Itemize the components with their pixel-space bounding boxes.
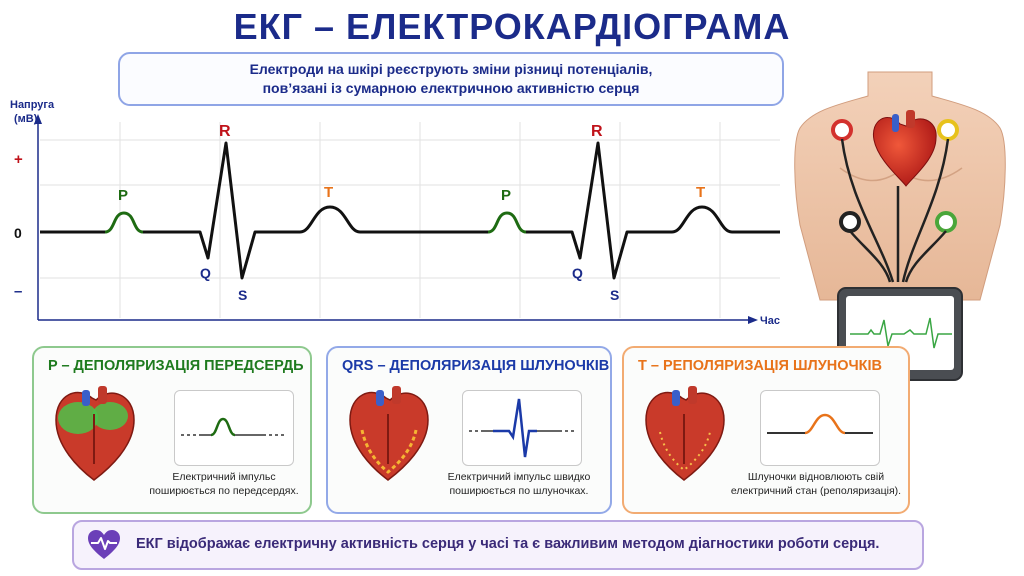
heart-pulse-icon (88, 530, 120, 559)
label-s-1: S (238, 287, 247, 303)
p-wave-2 (487, 211, 527, 234)
panel-t-desc-line-2: електричний стан (реполяризація). (730, 485, 902, 497)
label-s-2: S (610, 287, 619, 303)
label-q-1: Q (200, 265, 211, 281)
label-p-2: P (501, 187, 511, 204)
ecg-diagram: Напруга (мВ) + 0 – Час P R Q S T P R Q S… (10, 100, 780, 327)
y-axis-label-1: Напруга (10, 100, 55, 111)
label-r-2: R (591, 123, 603, 140)
heart-repolarization-icon (645, 386, 725, 481)
panel-qrs-complex: QRS – ДЕПОЛЯРИЗАЦІЯ ШЛУНОЧКІВ Електрични… (326, 346, 612, 514)
heart-icon (872, 110, 937, 187)
panel-qrs-desc-line-2: поширюється по шлуночках. (449, 485, 589, 497)
torso-illustration (794, 71, 1006, 381)
p-mini-trace (174, 390, 294, 466)
electrode-black-icon (839, 211, 861, 233)
qrs-mini-trace (462, 390, 582, 466)
p-wave-1 (104, 211, 144, 234)
y-axis-label-2: (мВ) (14, 113, 38, 125)
electrode-red-icon (831, 119, 853, 141)
heart-ventricles-icon (349, 386, 429, 481)
footer-note: ЕКГ відображає електричну активність сер… (72, 520, 924, 570)
electrode-wires (840, 138, 950, 283)
subtitle-box: Електроди на шкірі реєструють зміни різн… (118, 52, 784, 106)
label-r-1: R (219, 123, 231, 140)
y-zero-label: 0 (14, 225, 22, 241)
t-wave-2 (671, 205, 733, 234)
torso (794, 71, 1006, 301)
panel-t-desc-line-1: Шлуночки відновлюють свій (747, 471, 885, 483)
footer-text: ЕКГ відображає електричну активність сер… (136, 536, 880, 552)
panel-qrs-desc: Електричний імпульс швидко поширюється п… (428, 470, 610, 498)
t-wave-1 (299, 205, 361, 234)
y-axis-arrow (34, 114, 42, 124)
y-minus-label: – (14, 283, 22, 300)
panel-p-desc-line-1: Електричний імпульс (172, 471, 276, 483)
panel-t-title: T – РЕПОЛЯРИЗАЦІЯ ШЛУНОЧКІВ (638, 358, 883, 374)
x-axis-label: Час (760, 315, 780, 327)
electrode-green-icon (935, 211, 957, 233)
grid (40, 122, 780, 318)
subtitle-line-1: Електроди на шкірі реєструють зміни різн… (249, 61, 653, 77)
label-q-2: Q (572, 265, 583, 281)
x-axis-arrow (748, 316, 758, 324)
label-p-1: P (118, 187, 128, 204)
label-t-1: T (324, 184, 333, 201)
panel-p-desc-line-2: поширюється по передсердях. (149, 485, 299, 497)
page-title: ЕКГ – ЕЛЕКТРОКАРДІОГРАМА (233, 6, 791, 47)
panel-qrs-title: QRS – ДЕПОЛЯРИЗАЦІЯ ШЛУНОЧКІВ (342, 358, 610, 374)
heart-atria-icon (55, 386, 135, 481)
ecg-trace (40, 141, 780, 280)
panel-p-wave: P – ДЕПОЛЯРИЗАЦІЯ ПЕРЕДСЕРДЬ Електричний… (32, 346, 312, 514)
label-t-2: T (696, 184, 705, 201)
panel-qrs-desc-line-1: Електричний імпульс швидко (447, 471, 591, 483)
panel-t-wave: T – РЕПОЛЯРИЗАЦІЯ ШЛУНОЧКІВ Шлуночки від… (622, 346, 910, 514)
panel-t-desc: Шлуночки відновлюють свій електричний ст… (724, 470, 908, 498)
panel-p-desc: Електричний імпульс поширюється по перед… (138, 470, 310, 498)
electrode-yellow-icon (937, 119, 959, 141)
y-plus-label: + (14, 151, 23, 168)
panel-p-title: P – ДЕПОЛЯРИЗАЦІЯ ПЕРЕДСЕРДЬ (48, 358, 304, 374)
subtitle-line-2: пов’язані із сумарною електричною активн… (262, 80, 640, 96)
t-mini-trace (760, 390, 880, 466)
